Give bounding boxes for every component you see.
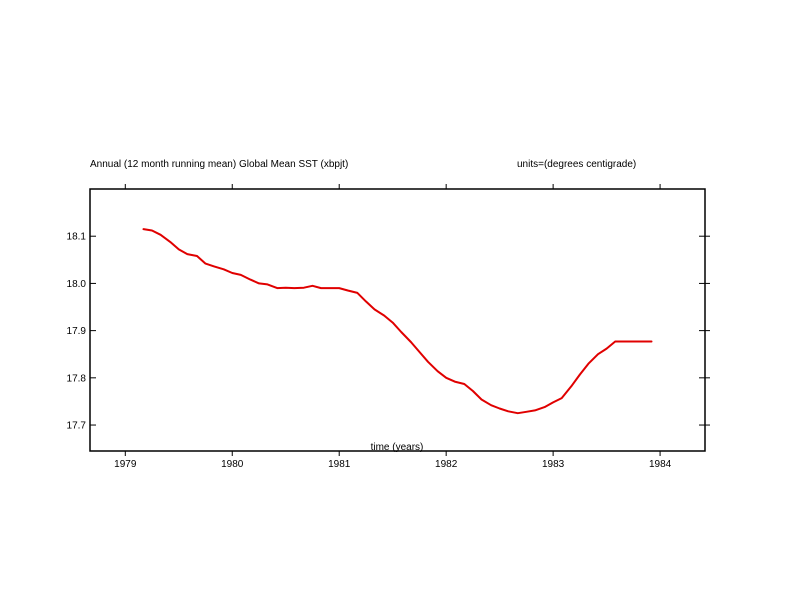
y-tick-label: 17.9: [67, 326, 87, 337]
x-axis-label: time (years): [371, 442, 424, 453]
plot-frame: [89, 188, 706, 452]
x-tick-label: 1979: [114, 459, 137, 470]
series-group: [142, 228, 653, 415]
y-axis-ticks: 17.7 17.8 17.9 18.0 18.1: [67, 232, 710, 432]
y-tick-label: 17.7: [67, 421, 87, 432]
x-tick-label: 1980: [221, 459, 244, 470]
x-axis-ticks: 1979 1980 1981 1982 1983 1984: [114, 184, 672, 470]
x-tick-label: 1981: [328, 459, 351, 470]
chart-title: Annual (12 month running mean) Global Me…: [90, 159, 348, 170]
x-tick-label: 1982: [435, 459, 458, 470]
x-tick-label: 1984: [649, 459, 672, 470]
sst-series-line: [142, 228, 653, 415]
units-label: units=(degrees centigrade): [517, 159, 636, 170]
y-tick-label: 18.0: [67, 279, 87, 290]
y-tick-label: 17.8: [67, 373, 87, 384]
x-tick-label: 1983: [542, 459, 565, 470]
y-tick-label: 18.1: [67, 232, 87, 243]
